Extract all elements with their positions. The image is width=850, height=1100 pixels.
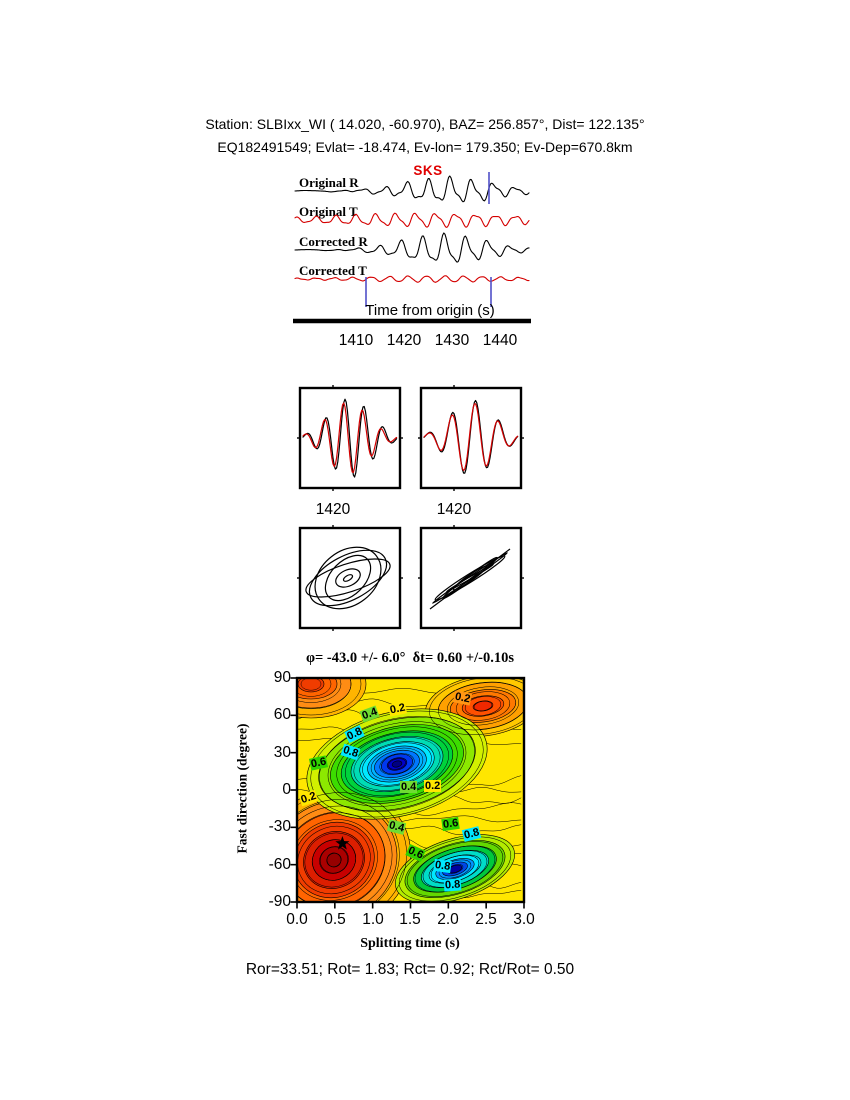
contour-level-label: 0.8 [340,743,361,761]
window-tick-right: 1420 [436,501,472,518]
ytick-3: 0 [282,781,291,798]
contour-level-label: 0.8 [344,724,366,744]
station-info-line: Station: SLBIxx_WI ( 14.020, -60.970), B… [205,116,645,132]
trace-label-original-r: Original R [299,175,359,190]
event-info-line: EQ182491549; Evlat= -18.474, Ev-lon= 179… [217,139,633,155]
quality-statistics: Ror=33.51; Rot= 1.83; Rct= 0.92; Rct/Rot… [245,961,575,978]
xtick-2: 1.0 [362,911,384,928]
xtick-6: 3.0 [513,911,535,928]
contour-annotations: 0.4 0.2 0.2 0.8 0.8 0.6 0.4 0.2 0.2 0.4 0.6 0.8 0.6 0… [297,678,524,902]
figure-header: Station: SLBIxx_WI ( 14.020, -60.970), B… [0,113,850,159]
xtick-1: 0.5 [324,911,346,928]
sks-phase-label: SKS [413,163,443,178]
xtick-5: 2.5 [475,911,497,928]
particle-motion-original [297,525,403,631]
trace-label-corrected-r: Corrected R [299,234,368,249]
contour-level-label: 0.4 [386,819,407,835]
contour-level-label: 0.6 [308,755,329,771]
trace-label-corrected-t: Corrected T [299,263,367,278]
contour-level-label: 0.4 [400,781,418,793]
error-surface-plot [290,676,526,909]
contour-level-label: 0.6 [405,844,426,862]
best-fit-star-marker [335,836,350,850]
waveform-traces-plot [293,172,531,324]
ytick-6: -90 [268,893,291,910]
window-tick-left: 1420 [315,501,351,518]
xtick-3: 1.5 [399,911,421,928]
window-waveforms-original [297,385,403,491]
contour-level-label: 0.2 [452,690,473,706]
ytick-2: 30 [273,744,291,761]
contour-level-label: 0.8 [461,826,482,842]
particle-motion-corrected [418,525,524,631]
trace-label-original-t: Original T [299,204,358,219]
contour-level-label: 0.6 [441,816,461,832]
time-axis-label: Time from origin (s) [365,302,495,319]
time-tick-2: 1430 [434,332,470,349]
ytick-0: 90 [273,669,291,686]
xtick-0: 0.0 [286,911,308,928]
ytick-1: 60 [273,706,291,723]
contour-level-label: 0.2 [424,780,442,792]
ytick-5: -60 [268,856,291,873]
time-tick-3: 1440 [482,332,518,349]
time-tick-1: 1420 [386,332,422,349]
splitting-result-title: φ= -43.0 +/- 6.0° δt= 0.60 +/-0.10s [305,650,515,666]
contour-level-label: 0.2 [298,789,319,807]
ytick-4: -30 [268,818,291,835]
time-tick-0: 1410 [338,332,374,349]
contour-level-label: 0.2 [387,701,408,717]
contour-level-label: 0.8 [443,878,462,892]
window-waveforms-corrected [418,385,524,491]
contour-level-label: 0.8 [433,858,453,874]
xtick-4: 2.0 [437,911,459,928]
splitting-time-axis-label: Splitting time (s) [360,936,460,951]
contour-level-label: 0.4 [359,705,380,723]
